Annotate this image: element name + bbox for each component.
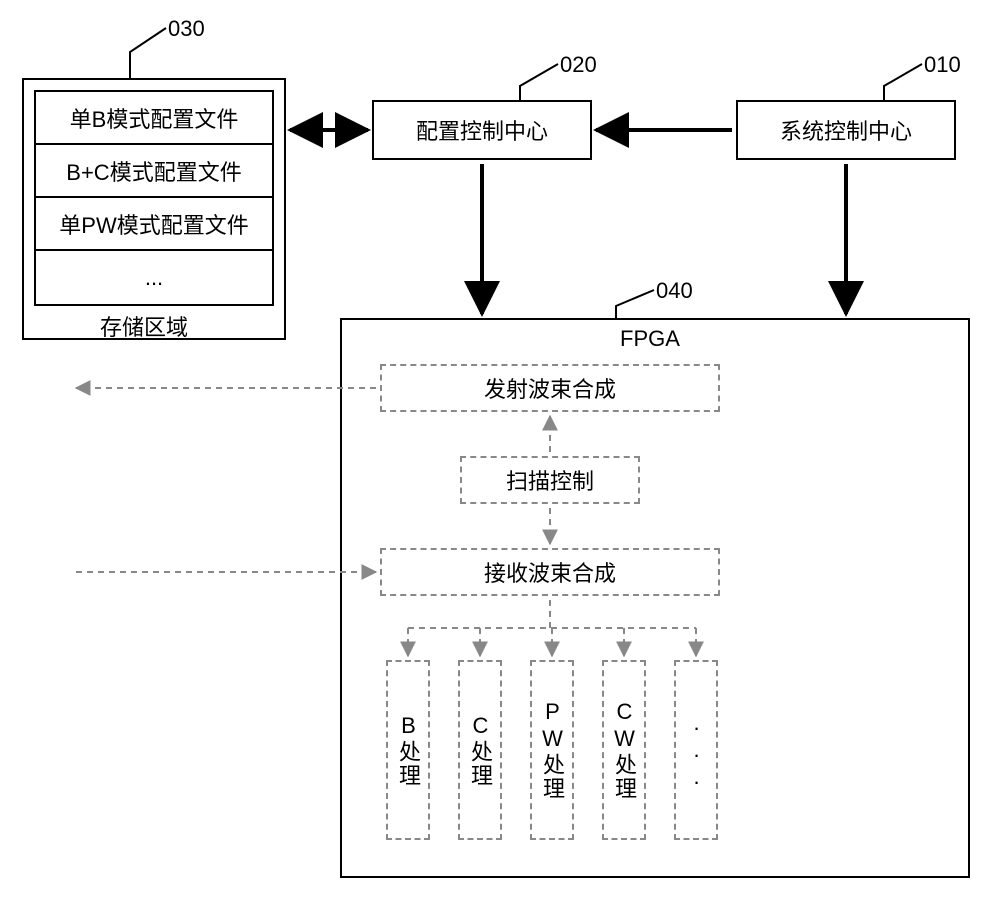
- ref-system: 010: [924, 52, 961, 78]
- tx-beamforming: 发射波束合成: [380, 364, 720, 412]
- rx-beamforming: 接收波束合成: [380, 548, 720, 596]
- ref-storage: 030: [168, 16, 205, 42]
- storage-row-3: ...: [36, 251, 272, 304]
- config-control-center: 配置控制中心: [372, 100, 592, 160]
- proc-cw: CW处理: [602, 660, 646, 840]
- system-control-center: 系统控制中心: [736, 100, 956, 160]
- proc-c: C处理: [458, 660, 502, 840]
- scan-control: 扫描控制: [460, 456, 640, 504]
- proc-b: B处理: [386, 660, 430, 840]
- storage-row-1: B+C模式配置文件: [36, 145, 272, 198]
- proc-pw: PW处理: [530, 660, 574, 840]
- fpga-title: FPGA: [620, 326, 680, 352]
- ref-fpga: 040: [656, 278, 693, 304]
- storage-file-list: 单B模式配置文件 B+C模式配置文件 单PW模式配置文件 ...: [34, 90, 274, 306]
- proc-more: ...: [674, 660, 718, 840]
- ref-config: 020: [560, 52, 597, 78]
- storage-row-2: 单PW模式配置文件: [36, 198, 272, 251]
- storage-caption: 存储区域: [100, 310, 188, 342]
- storage-row-0: 单B模式配置文件: [36, 92, 272, 145]
